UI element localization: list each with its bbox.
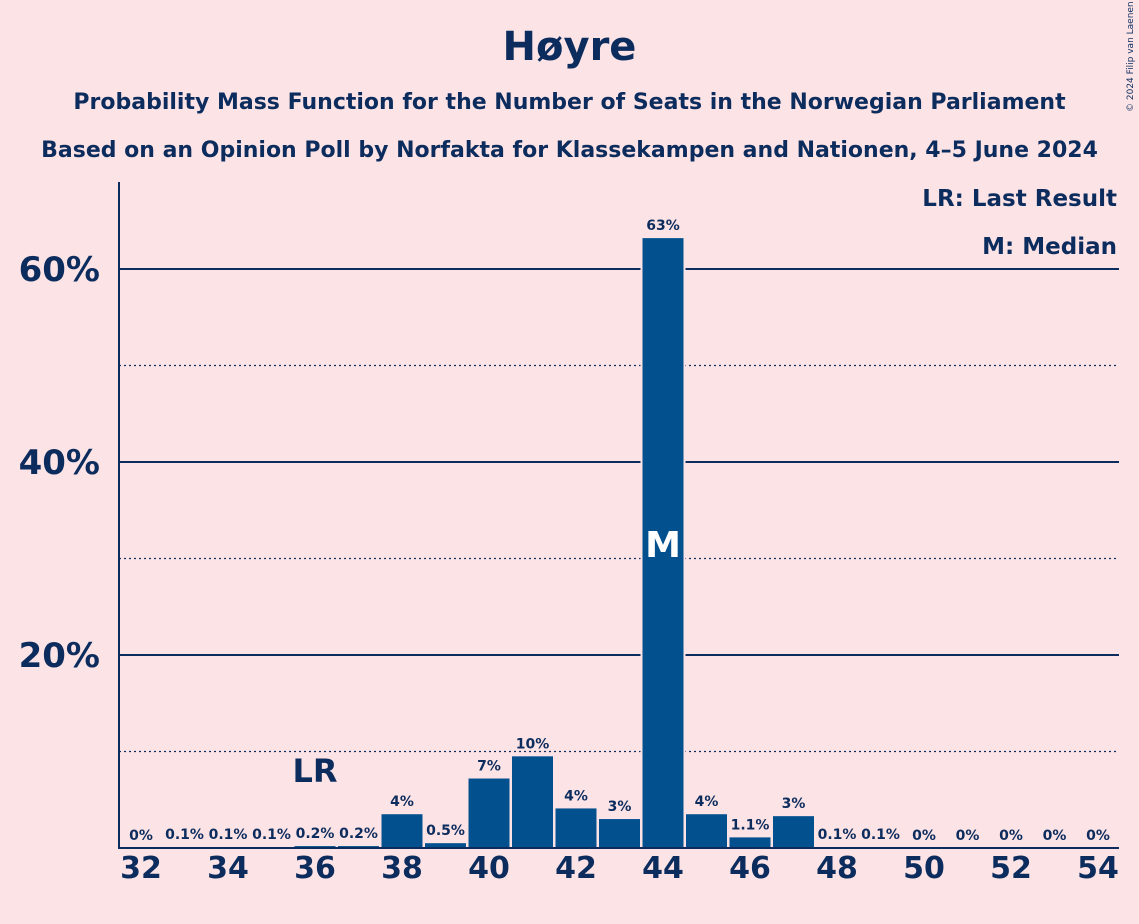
bar-value-label: 1.1% <box>731 817 770 833</box>
x-tick-label: 40 <box>468 851 510 886</box>
bar <box>729 837 771 848</box>
bar-value-label: 0% <box>956 828 980 844</box>
bar-value-label: 7% <box>477 759 501 775</box>
bar-value-label: 0% <box>1043 828 1067 844</box>
x-tick-label: 48 <box>816 851 858 886</box>
bar-halo <box>814 845 860 848</box>
bar-value-label: 0.1% <box>861 827 900 843</box>
x-tick-label: 52 <box>990 851 1032 886</box>
median-marker: M <box>645 525 681 566</box>
x-tick-label: 46 <box>729 851 771 886</box>
bar-value-label: 4% <box>564 788 588 804</box>
bar-value-label: 0.1% <box>209 827 248 843</box>
x-tick-label: 34 <box>207 851 249 886</box>
bar-value-label: 0% <box>1086 828 1110 844</box>
last-result-marker: LR <box>292 752 337 790</box>
x-tick-label: 44 <box>642 851 684 886</box>
y-tick-label: 40% <box>19 443 100 483</box>
bar <box>773 816 814 848</box>
bar <box>555 808 597 848</box>
bar-value-label: 4% <box>695 794 719 810</box>
x-tick-label: 50 <box>903 851 945 886</box>
bar <box>686 814 727 848</box>
bar-value-label: 3% <box>608 799 632 815</box>
bar <box>512 756 553 848</box>
bar-value-label: 0.5% <box>426 823 465 839</box>
bar-value-label: 0.1% <box>818 827 857 843</box>
bar-value-label: 0.1% <box>165 827 204 843</box>
bar-halo <box>249 845 294 848</box>
chart-source-subtitle: Based on an Opinion Poll by Norfakta for… <box>41 138 1098 163</box>
bar <box>599 819 640 848</box>
bar-halo <box>205 845 251 848</box>
bar-halo <box>336 844 381 848</box>
bar <box>425 843 466 848</box>
y-tick-label: 20% <box>19 636 100 676</box>
x-tick-label: 32 <box>120 851 162 886</box>
bar-value-label: 10% <box>516 736 550 752</box>
bar-halo <box>858 845 903 848</box>
bar-halo <box>162 845 207 848</box>
y-tick-label: 60% <box>19 250 100 290</box>
bar-halo <box>292 844 338 848</box>
bar <box>381 814 423 848</box>
bar <box>468 778 510 848</box>
bar-value-label: 0.2% <box>339 826 378 842</box>
chart-title: Høyre <box>502 24 637 70</box>
chart-subtitle: Probability Mass Function for the Number… <box>73 90 1066 115</box>
bar-value-label: 0% <box>912 828 936 844</box>
bar <box>642 238 684 848</box>
x-tick-label: 36 <box>294 851 336 886</box>
legend-last-result: LR: Last Result <box>922 186 1117 212</box>
x-tick-label: 54 <box>1077 851 1119 886</box>
x-tick-label: 42 <box>555 851 597 886</box>
bar-value-label: 3% <box>782 796 806 812</box>
bar-value-label: 0.1% <box>252 827 291 843</box>
legend-median: M: Median <box>982 234 1117 260</box>
bar-value-label: 63% <box>646 218 680 234</box>
x-tick-label: 38 <box>381 851 423 886</box>
bar-value-label: 0% <box>129 828 153 844</box>
bar-value-label: 0% <box>999 828 1023 844</box>
bar-value-label: 4% <box>390 794 414 810</box>
bar-value-label: 0.2% <box>296 826 335 842</box>
